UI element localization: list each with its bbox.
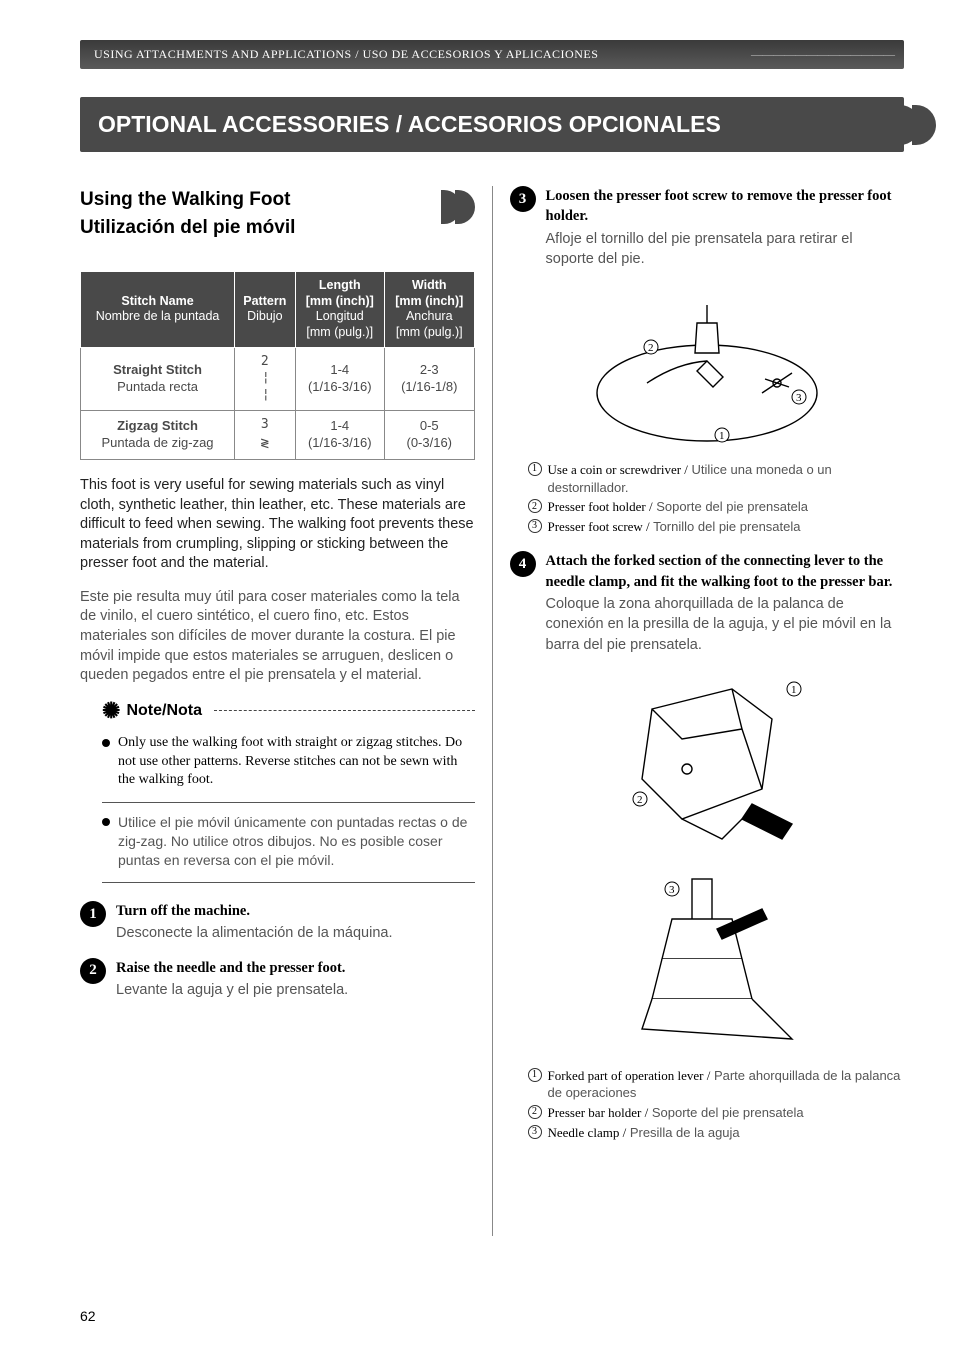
step-1: 1 Turn off the machine. Desconecte la al… (80, 901, 475, 944)
diagram-4-legend: 1Forked part of operation lever / Parte … (528, 1067, 905, 1141)
bullet-icon (102, 739, 110, 747)
step-number-icon: 4 (510, 551, 536, 577)
step-4: 4 Attach the forked section of the conne… (510, 551, 905, 654)
page-title-bar: OPTIONAL ACCESSORIES / ACCESORIOS OPCION… (80, 97, 904, 152)
svg-text:1: 1 (719, 430, 725, 442)
col-width: Width [mm (inch)] Anchura [mm (pulg.)] (385, 272, 475, 348)
section-heading-en: Using the Walking Foot (80, 189, 290, 210)
chapter-header-text: USING ATTACHMENTS AND APPLICATIONS / USO… (94, 47, 598, 61)
svg-text:1: 1 (791, 684, 797, 696)
right-column: 3 Loosen the presser foot screw to remov… (510, 186, 905, 1236)
diagram-3-legend: 1Use a coin or screwdriver / Utilice una… (528, 461, 905, 535)
section-heading: Using the Walking Foot Utilización del p… (80, 186, 475, 241)
svg-text:2: 2 (648, 342, 654, 354)
step-number-icon: 3 (510, 186, 536, 212)
diagram-presser-foot: 2 1 3 (510, 283, 905, 453)
svg-text:2: 2 (637, 794, 643, 806)
section-heading-es: Utilización del pie móvil (80, 217, 295, 238)
table-row: Straight Stitch Puntada recta 2 ¦¦ 1-4 (… (81, 347, 475, 411)
diagram-walking-foot-top: 1 2 (510, 669, 905, 859)
note-icon: ✺ (102, 700, 120, 722)
svg-text:3: 3 (796, 392, 802, 404)
step-3: 3 Loosen the presser foot screw to remov… (510, 186, 905, 269)
note-text-en: Only use the walking foot with straight … (118, 734, 475, 791)
page-title: OPTIONAL ACCESSORIES / ACCESORIOS OPCION… (98, 111, 721, 137)
chapter-header: USING ATTACHMENTS AND APPLICATIONS / USO… (80, 40, 904, 69)
col-pattern: Pattern Dibujo (235, 272, 295, 348)
dash-line (214, 710, 474, 711)
intro-text-en: This foot is very useful for sewing mate… (80, 476, 475, 574)
diagram-walking-foot-side: 3 (510, 869, 905, 1059)
column-divider (492, 186, 493, 1236)
title-accent-icon (904, 105, 936, 145)
step-2: 2 Raise the needle and the presser foot.… (80, 958, 475, 1001)
straight-stitch-icon: ¦¦ (262, 370, 268, 402)
col-length: Length [mm (inch)] Longitud [mm (pulg.)] (295, 272, 384, 348)
note-block: ✺ Note/Nota Only use the walking foot wi… (102, 700, 475, 883)
zigzag-stitch-icon: ≷ (261, 435, 269, 451)
bullet-icon (102, 818, 110, 826)
step-number-icon: 2 (80, 958, 106, 984)
note-text-es: Utilice el pie móvil únicamente con punt… (118, 813, 475, 870)
left-column: Using the Walking Foot Utilización del p… (80, 186, 475, 1236)
intro-text-es: Este pie resulta muy útil para coser mat… (80, 588, 475, 686)
table-row: Zigzag Stitch Puntada de zig-zag 3 ≷ 1-4… (81, 411, 475, 460)
section-accent-icon (447, 190, 475, 233)
stitch-table: Stitch Name Nombre de la puntada Pattern… (80, 271, 475, 460)
step-number-icon: 1 (80, 901, 106, 927)
col-stitch-name: Stitch Name Nombre de la puntada (81, 272, 235, 348)
page-number: 62 (80, 1308, 96, 1324)
svg-text:3: 3 (669, 884, 675, 896)
